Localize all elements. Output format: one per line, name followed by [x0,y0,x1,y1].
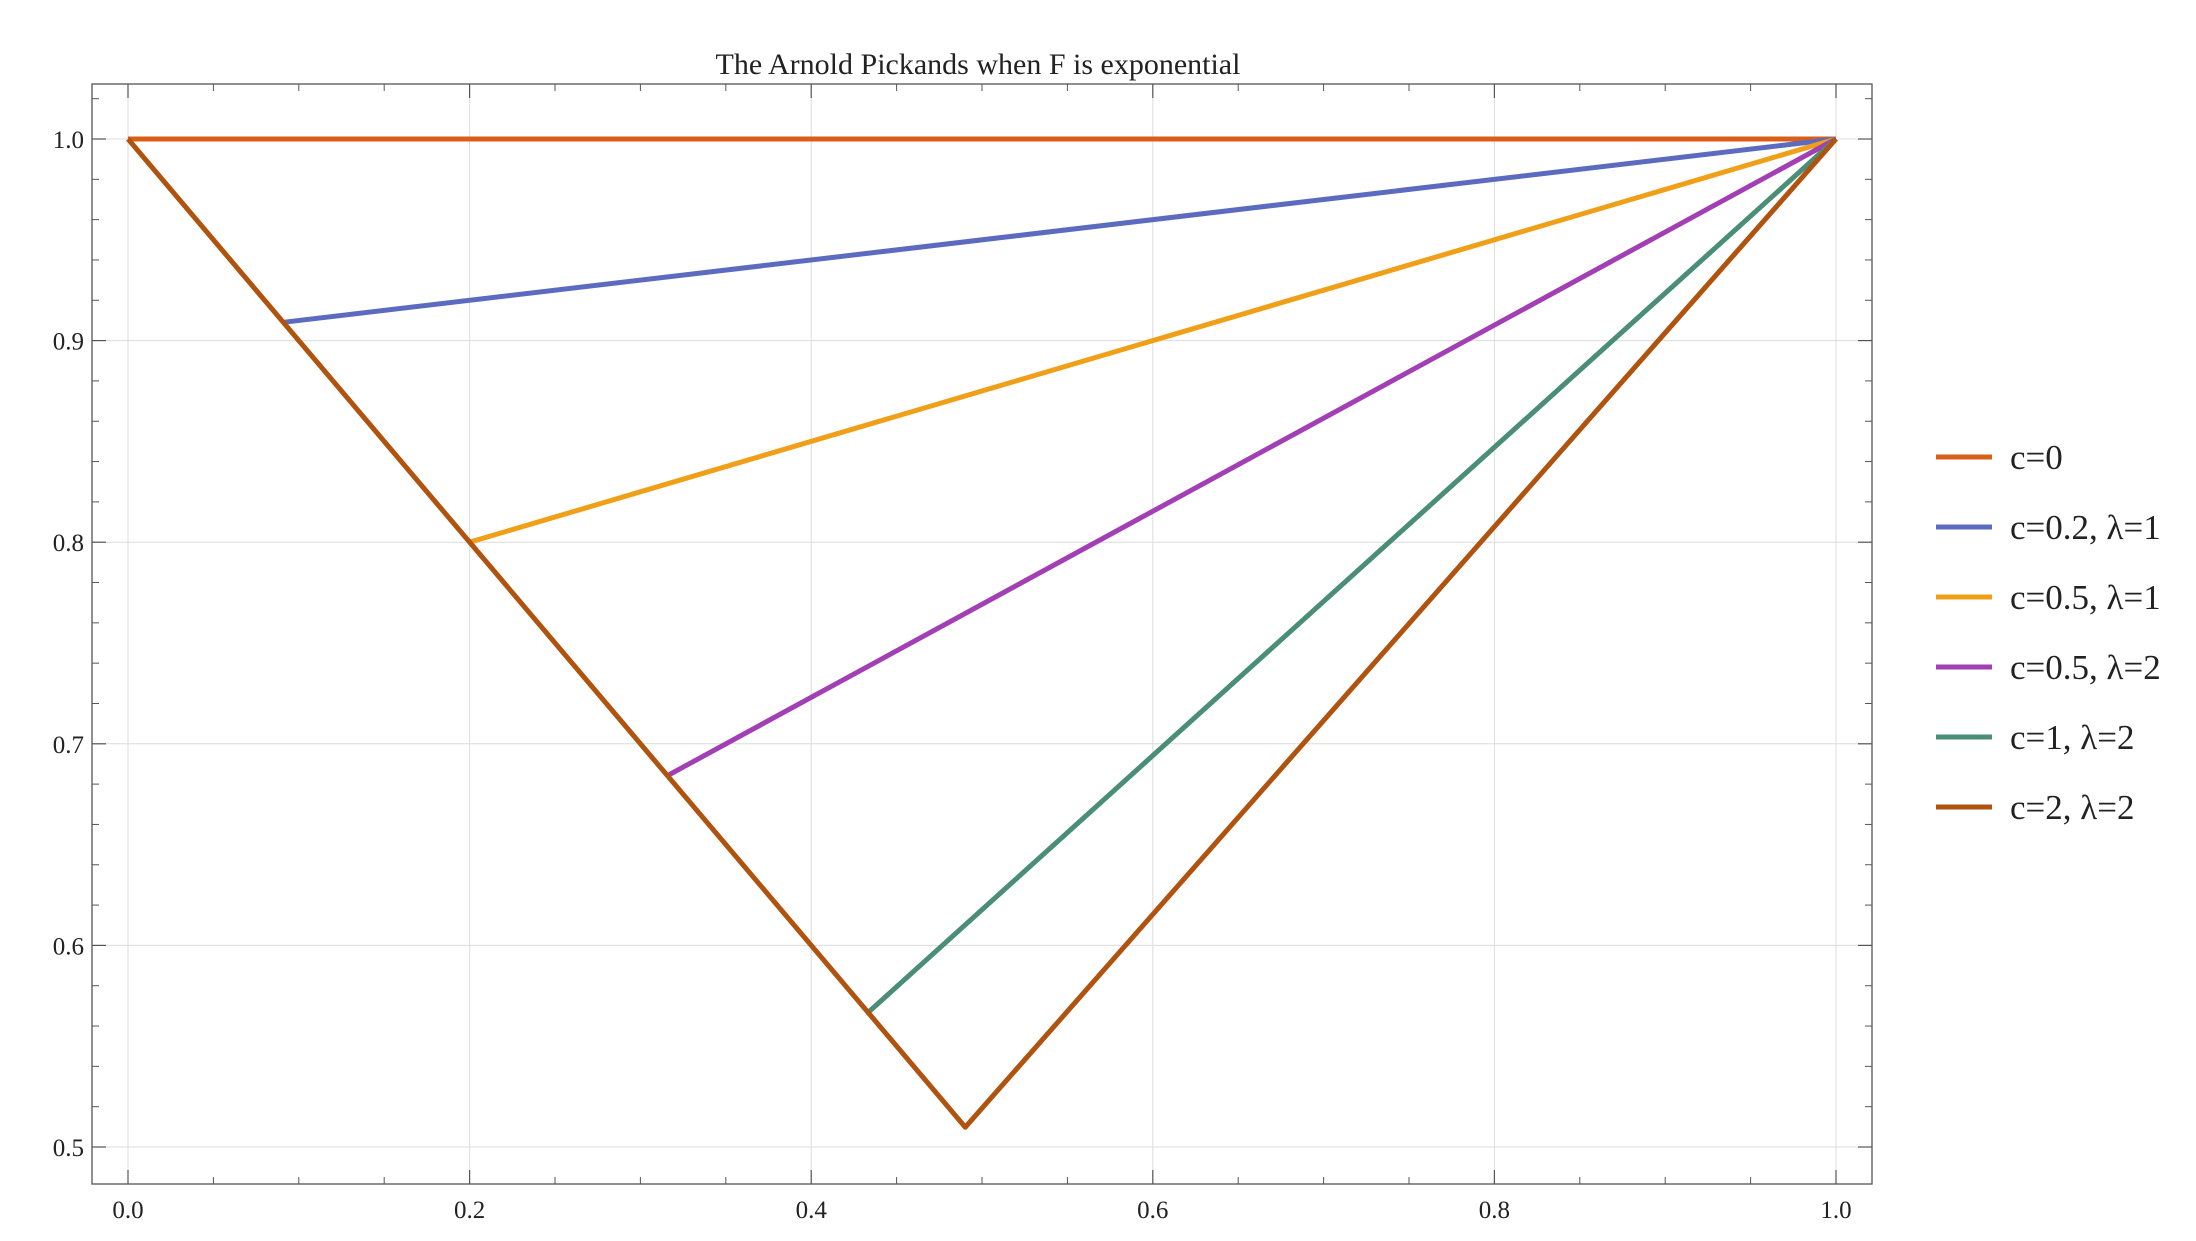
legend-label-2: c=0.2, λ=1 [2010,508,2161,547]
x-tick-label: 0.0 [112,1197,143,1224]
y-tick-label: 0.8 [53,530,84,557]
chart-title: The Arnold Pickands when F is exponentia… [716,48,1241,81]
y-tick-label: 1.0 [53,127,84,154]
x-tick-label: 0.4 [796,1197,828,1224]
y-tick-label: 0.5 [53,1135,84,1162]
legend-label-6: c=2, λ=2 [2010,788,2134,827]
series-line-6 [126,137,1838,1130]
legend: c=0 c=0.2, λ=1 c=0.5, λ=1 c=0.5, λ=2 c=1, λ=… [1936,438,2161,827]
x-tick-label: 0.2 [454,1197,485,1224]
y-tick-label: 0.6 [53,933,84,960]
x-tick-label: 0.8 [1479,1197,1510,1224]
plot-series [126,136,1838,1130]
x-tick-label: 1.0 [1820,1197,1851,1224]
legend-label-5: c=1, λ=2 [2010,718,2134,757]
series-line-5 [866,137,1838,1015]
y-tick-label: 0.9 [53,329,84,356]
legend-label-1: c=0 [2010,438,2063,477]
y-tick-label: 0.7 [53,732,84,759]
series-line-2 [283,136,1837,325]
axis-ticks: 0.0 0.2 0.4 0.6 0.8 1.0 0.5 0.6 0.7 0.8 0.9 1.0 [53,84,1872,1224]
series-line-3 [468,136,1837,545]
x-tick-label: 0.6 [1137,1197,1168,1224]
legend-label-4: c=0.5, λ=2 [2010,648,2161,687]
legend-label-3: c=0.5, λ=1 [2010,578,2161,617]
series-line-4 [666,136,1838,778]
